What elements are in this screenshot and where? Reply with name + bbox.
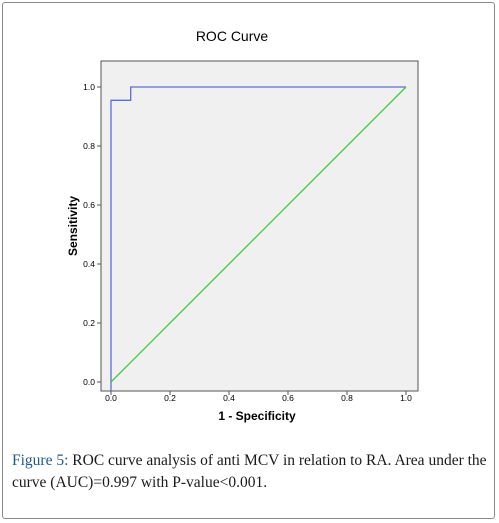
x-tick-label: 0.0	[105, 393, 117, 403]
reference-diagonal-line	[110, 86, 407, 383]
y-tick-label: 0.4	[83, 259, 95, 269]
caption-text: ROC curve analysis of anti MCV in relati…	[12, 452, 487, 491]
y-tick-label: 1.0	[83, 82, 95, 92]
roc-curve-line	[110, 86, 406, 391]
x-tick-label: 0.2	[164, 393, 176, 403]
roc-chart: ROC Curve 0.00.20.40.60.81.0 0.0 0.2 0.4 0.…	[66, 28, 419, 423]
figure-caption: Figure 5: ROC curve analysis of anti MCV…	[12, 450, 490, 494]
y-tick-label: 0.8	[83, 141, 95, 151]
y-tick-label: 0.0	[83, 377, 95, 387]
y-tick-label: 0.2	[83, 318, 95, 328]
x-tick-label: 0.4	[223, 393, 235, 403]
chart-title: ROC Curve	[196, 28, 269, 44]
x-axis-label: 1 - Specificity	[218, 409, 296, 423]
series-layer	[110, 86, 407, 391]
y-axis: 0.0 0.2 0.4 0.6 0.8 1.0	[83, 82, 101, 387]
y-axis-label: Sensitivity	[66, 196, 80, 256]
plot-area	[100, 60, 419, 392]
x-tick-label: 1.0	[400, 393, 412, 403]
x-axis: 0.0 0.2 0.4 0.6 0.8 1.0	[105, 391, 412, 403]
y-tick-label: 0.6	[83, 200, 95, 210]
x-tick-label: 0.6	[282, 393, 294, 403]
x-tick-label: 0.8	[341, 393, 353, 403]
caption-label: Figure 5:	[12, 452, 69, 469]
